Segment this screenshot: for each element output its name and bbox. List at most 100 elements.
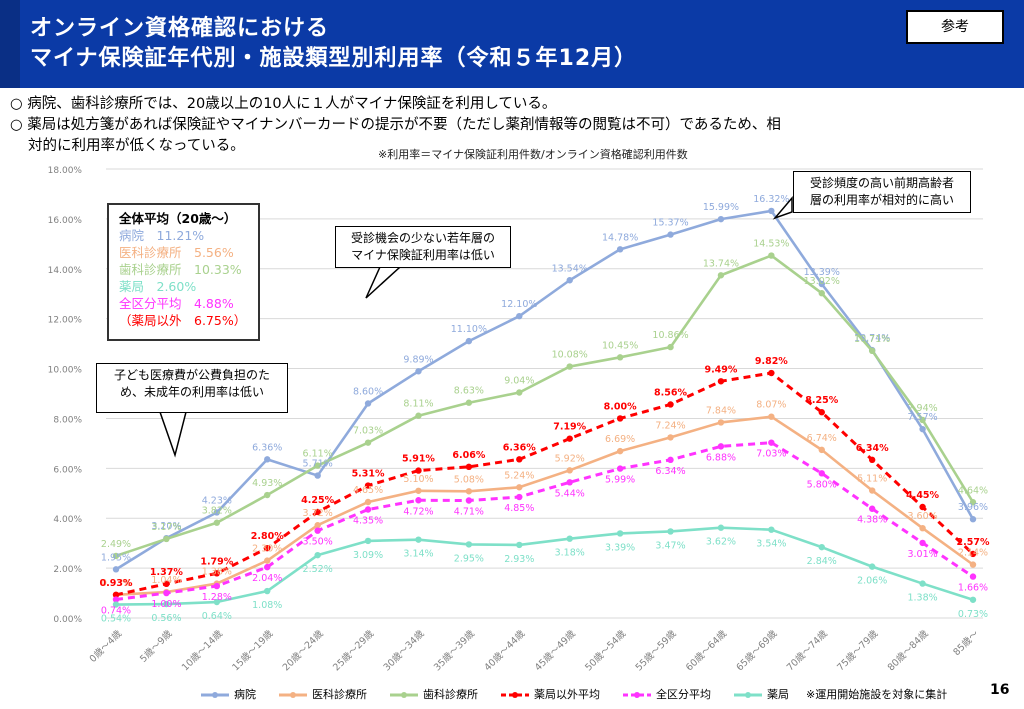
data-point [415,412,422,419]
data-point [616,246,624,253]
data-point [314,527,321,534]
data-point [213,519,221,526]
legend-swatch-dot [634,692,640,698]
legend-swatch-dot [745,692,751,698]
data-label: 9.49% [704,364,737,375]
data-label: 8.56% [654,387,687,398]
data-label: 0.54% [101,614,131,625]
data-point [264,491,271,499]
reference-badge: 参考 [906,10,1004,44]
x-axis-ticks: 0歳～4歳 5歳～9歳 10歳～14歳 15歳～19歳 20歳～24歳 25歳～29歳 30… [87,627,982,673]
data-label: 4.65% [353,485,383,496]
data-label: 13.74% [703,258,739,269]
series-line [115,526,974,606]
data-label: 7.19% [553,422,586,433]
data-label: 1.38% [202,567,232,578]
callout-line: 受診頻度の高い前期高齢者 [809,176,954,190]
data-point [465,488,473,495]
data-label: 9.04% [504,376,534,387]
data-point [465,463,473,471]
data-label: 7.94% [907,403,937,414]
data-label: 5.71% [303,459,333,470]
data-label: 2.57% [957,537,990,548]
data-label: 3.72% [303,508,333,519]
data-label: 10.71% [854,334,890,345]
series-line [115,371,975,597]
legend-swatch [623,692,651,698]
data-label: 3.01% [907,549,937,560]
legend-item: 薬局以外平均 [500,686,600,702]
data-label: 2.95% [454,553,484,564]
legend-label: 薬局 [767,688,789,701]
data-point [415,536,422,543]
data-label: 6.36% [252,442,282,453]
series-lines [112,207,977,608]
chart-legend: 病院 医科診療所 歯科診療所 薬局以外平均 全区分平均 薬局 [200,686,811,702]
data-point [364,537,372,545]
data-label: 3.96% [958,502,988,513]
data-point [969,561,977,568]
data-point [868,563,876,570]
legend-swatch-dot [212,692,218,698]
data-label: 4.45% [906,490,939,501]
page-title-line2: マイナ保険証年代別・施設類型別利用率（令和５年12月） [30,46,638,71]
data-point [415,467,422,474]
data-point [667,231,674,238]
data-label: 10.45% [602,340,638,351]
data-label: 7.03% [756,449,786,460]
data-label: 14.78% [602,232,638,243]
data-label: 6.74% [807,433,837,444]
average-row-excl-pharmacy: （薬局以外 6.75%） [119,313,247,328]
data-label: 1.08% [252,600,282,611]
data-point [616,465,624,472]
data-label: 8.07% [756,400,786,411]
data-point [465,337,473,345]
note-bullet-2-cont: 対的に利用率が低くなっている。 [28,138,245,154]
data-label: 8.11% [403,399,433,410]
data-point [717,272,725,279]
x-tick-label: 15歳～19歳 [230,627,276,673]
data-label: 3.20% [151,521,181,532]
y-tick-label: 6.00% [53,465,82,475]
legend-swatch [201,692,229,698]
data-label: 5.11% [857,474,887,485]
data-label: 6.88% [706,452,736,463]
data-point [213,570,221,577]
average-row-dental: 歯科診療所 10.33% [119,262,242,277]
legend-label: 歯科診療所 [423,688,478,701]
x-tick-label: 70歳～74歳 [784,627,830,673]
data-label: 12.10% [501,299,537,310]
data-label: 1.38% [907,593,937,604]
data-label: 13.39% [804,267,840,278]
data-point [667,343,674,351]
data-point [969,596,977,603]
data-point [768,369,775,377]
x-tick-label: 65歳～69歳 [734,627,780,673]
data-label: 8.00% [604,401,637,412]
data-point [969,516,977,523]
legend-label: 全区分平均 [656,688,711,701]
data-point [667,528,674,535]
x-tick-label: 25歳～29歳 [330,627,376,673]
data-label: 5.31% [352,469,385,480]
data-label: 7.57% [907,412,937,423]
data-label: 2.93% [504,554,534,565]
data-point [213,509,221,516]
data-point [818,543,825,551]
data-point [566,363,573,370]
average-row-all: 全区分平均 4.88% [119,296,234,311]
data-point [818,280,825,288]
data-point [213,582,221,590]
data-point [264,557,271,564]
y-axis-ticks: 0.00% 2.00% 4.00% 6.00% 8.00% 10.00% 12.00% 14.… [48,166,83,625]
data-point [818,446,825,454]
data-point [264,456,271,463]
data-label: 1.37% [150,567,183,578]
data-point [465,497,473,504]
data-label: 2.84% [807,556,837,567]
data-label: 3.18% [555,548,585,559]
x-tick-label: 35歳～39歳 [431,627,477,673]
data-point [717,524,725,531]
data-point [818,470,825,477]
